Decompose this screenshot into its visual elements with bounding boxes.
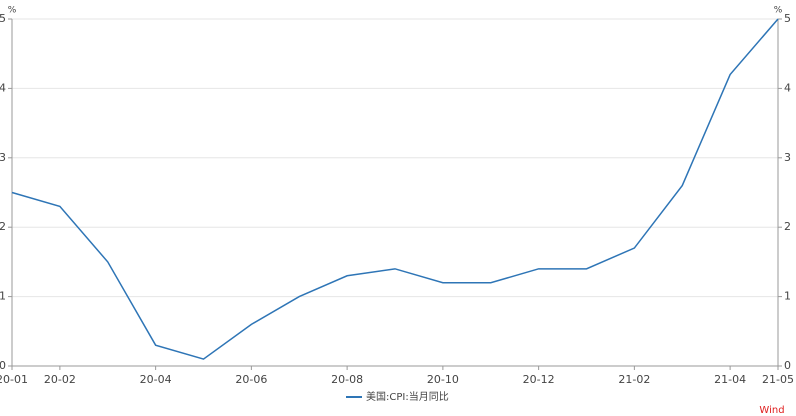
y2-tick-label: 4 — [784, 81, 791, 94]
x-tick-label: 20-04 — [140, 373, 172, 386]
x-tick-label: 21-04 — [714, 373, 746, 386]
x-tick-label: 20-01 — [0, 373, 28, 386]
x-tick-label: 21-02 — [618, 373, 650, 386]
y2-unit: % — [774, 6, 783, 16]
y2-tick-label: 5 — [784, 12, 791, 25]
x-tick-label: 20-08 — [331, 373, 363, 386]
y2-tick-label: 0 — [784, 359, 791, 372]
y-tick-label: 4 — [0, 81, 6, 94]
y-tick-label: 1 — [0, 290, 6, 303]
y-tick-label: 2 — [0, 220, 6, 233]
watermark: Wind — [759, 405, 784, 416]
x-tick-label: 20-02 — [44, 373, 76, 386]
y-tick-label: 0 — [0, 359, 6, 372]
y2-tick-label: 1 — [784, 290, 791, 303]
y-unit: % — [8, 6, 17, 16]
y2-tick-label: 2 — [784, 220, 791, 233]
y2-tick-label: 3 — [784, 151, 791, 164]
x-tick-label: 20-12 — [523, 373, 555, 386]
y-tick-label: 3 — [0, 151, 6, 164]
x-tick-label: 20-06 — [235, 373, 267, 386]
legend-label: 美国:CPI:当月同比 — [366, 390, 449, 403]
x-tick-label: 21-05 — [762, 373, 794, 386]
y-tick-label: 5 — [0, 12, 6, 25]
x-tick-label: 20-10 — [427, 373, 459, 386]
line-series — [11, 18, 779, 360]
